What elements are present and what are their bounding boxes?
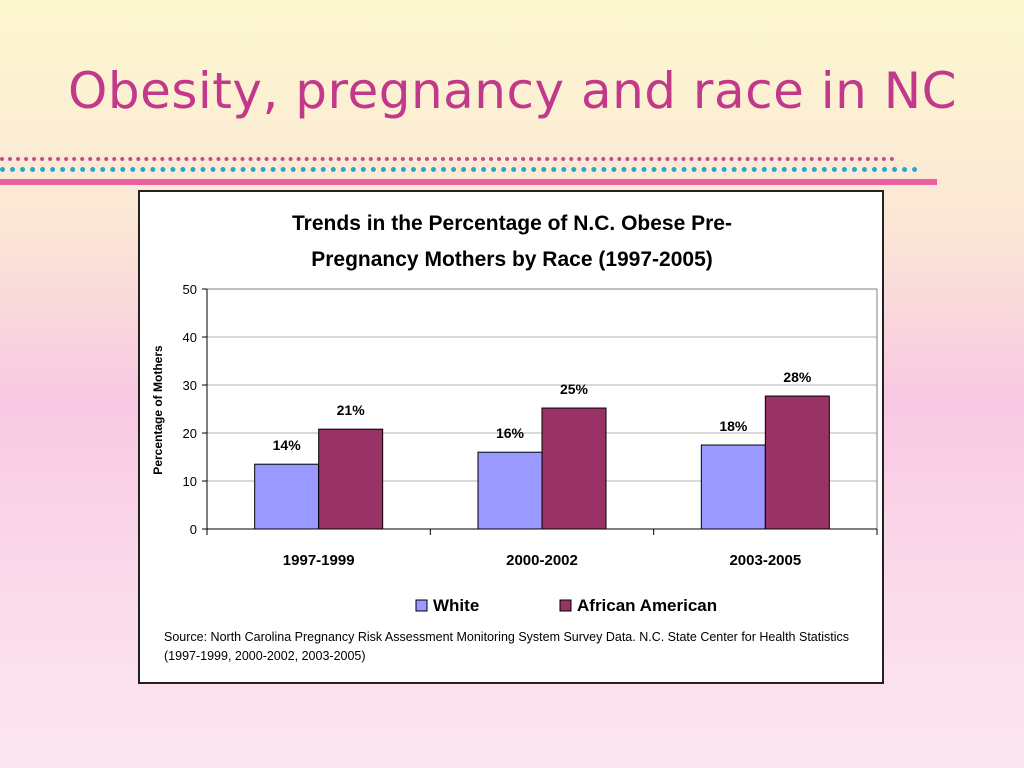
bar-white-2000-2002 xyxy=(477,451,543,530)
chart-panel: Trends in the Percentage of N.C. Obese P… xyxy=(138,190,884,684)
data-label: 18% xyxy=(719,418,748,434)
x-category-label: 1997-1999 xyxy=(283,552,355,569)
legend-label-african-american: African American xyxy=(577,596,717,615)
bar-african-american-2003-2005 xyxy=(764,395,830,530)
x-category-label: 2003-2005 xyxy=(729,552,801,569)
chart-title-line-2: Pregnancy Mothers by Race (1997-2005) xyxy=(311,248,713,271)
plot-area: 0 10 20 30 40 50 14% 21% 1997-1999 16% 25% 2000-200… xyxy=(183,282,878,615)
bar-african-american-1997-1999 xyxy=(318,428,384,530)
y-tick-label: 40 xyxy=(183,330,197,345)
legend-label-white: White xyxy=(433,596,479,615)
legend-swatch-african-american xyxy=(559,599,572,612)
data-label: 14% xyxy=(273,437,302,453)
dotted-divider-blue xyxy=(0,167,918,172)
dotted-divider-pink xyxy=(0,157,895,161)
bar-white-2003-2005 xyxy=(700,444,766,530)
source-note: Source: North Carolina Pregnancy Risk As… xyxy=(164,630,849,663)
legend-swatch-white xyxy=(415,599,428,612)
data-label: 21% xyxy=(337,402,366,418)
bar-african-american-2000-2002 xyxy=(541,407,607,530)
slide-title: Obesity, pregnancy and race in NC xyxy=(68,62,958,120)
y-tick-label: 30 xyxy=(183,378,197,393)
y-tick-label: 50 xyxy=(183,282,197,297)
data-label: 28% xyxy=(783,369,812,385)
y-tick-label: 20 xyxy=(183,426,197,441)
y-tick-label: 0 xyxy=(190,522,197,537)
bar-white-1997-1999 xyxy=(254,463,320,530)
chart-title-line-1: Trends in the Percentage of N.C. Obese P… xyxy=(292,212,732,235)
y-axis-label: Percentage of Mothers xyxy=(151,345,165,475)
bar-chart: Trends in the Percentage of N.C. Obese P… xyxy=(151,212,878,615)
x-category-label: 2000-2002 xyxy=(506,552,578,569)
data-label: 25% xyxy=(560,381,589,397)
title-rule xyxy=(0,179,937,185)
data-label: 16% xyxy=(496,425,525,441)
y-tick-label: 10 xyxy=(183,474,197,489)
